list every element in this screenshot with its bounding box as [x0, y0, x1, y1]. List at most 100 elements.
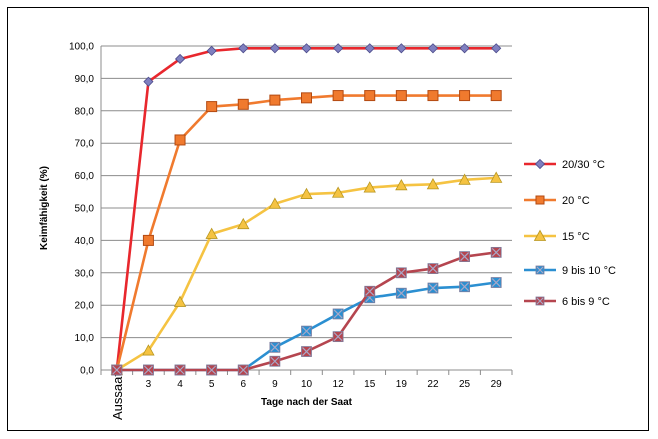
x-tick-label: 10 — [301, 379, 313, 390]
legend-label: 6 bis 9 °C — [562, 296, 610, 308]
data-point-cross — [491, 247, 501, 257]
legend-item: 20/30 °C — [524, 158, 605, 171]
data-point — [174, 364, 186, 376]
data-point — [174, 53, 186, 65]
data-point — [237, 98, 249, 110]
data-point-cross — [460, 282, 470, 292]
data-point — [363, 181, 376, 193]
data-point — [332, 331, 344, 343]
y-tick-label: 100,0 — [69, 42, 94, 53]
y-tick-label: 70,0 — [75, 139, 95, 150]
data-point — [237, 364, 249, 376]
data-point — [332, 308, 344, 320]
series-3 — [111, 277, 502, 376]
data-point-cross — [396, 268, 406, 278]
data-point-cross — [302, 326, 311, 336]
data-point — [301, 346, 312, 357]
data-point — [143, 364, 154, 376]
data-point-cross — [333, 309, 343, 319]
data-point — [301, 92, 312, 104]
series-2 — [110, 171, 503, 375]
data-point-cross — [428, 264, 438, 274]
legend: 20/30 °C 20 °C 15 °C 9 bis 10 °C 6 bis 9 °C — [524, 158, 616, 308]
data-point — [534, 158, 546, 170]
series-lines — [110, 43, 503, 376]
data-point — [269, 43, 280, 54]
data-point — [535, 296, 545, 306]
legend-label: 15 °C — [562, 231, 590, 243]
data-point — [395, 178, 408, 191]
data-point — [364, 285, 376, 297]
data-point — [427, 263, 439, 274]
x-tick-label: 25 — [459, 379, 471, 390]
series-4 — [111, 246, 502, 376]
data-point — [533, 229, 547, 241]
legend-label: 20/30 °C — [562, 159, 605, 171]
chart-frame — [7, 7, 649, 431]
data-point — [142, 234, 154, 246]
data-point — [364, 43, 375, 54]
data-point — [395, 267, 407, 279]
data-point — [206, 364, 218, 376]
x-tick-label: 22 — [427, 379, 439, 390]
data-point — [206, 45, 217, 56]
x-tick-label: 5 — [209, 379, 215, 390]
data-point — [427, 43, 439, 54]
data-point — [269, 94, 281, 106]
legend-item: 9 bis 10 °C — [524, 265, 616, 277]
data-point — [237, 217, 250, 230]
data-point-cross — [333, 332, 343, 342]
x-tick-label: 19 — [396, 379, 408, 390]
data-point — [332, 90, 344, 102]
data-point — [535, 265, 545, 275]
y-tick-labels: 0,0 10,0 20,0 30,0 40,0 50,0 60,0 70,0 80,0 90,0 1… — [69, 42, 94, 377]
data-point — [269, 355, 281, 367]
data-point — [301, 325, 312, 337]
data-point — [458, 173, 471, 185]
y-tick-label: 30,0 — [75, 268, 95, 279]
x-tick-label: 15 — [364, 379, 376, 390]
x-tick-label: 12 — [333, 379, 345, 390]
legend-label: 20 °C — [562, 195, 590, 207]
data-point — [205, 227, 218, 239]
x-axis-label: Tage nach der Saat — [261, 397, 353, 408]
data-point — [491, 43, 502, 54]
y-tick-label: 40,0 — [75, 236, 95, 247]
data-point-cross — [112, 365, 122, 375]
x-tick-label: 29 — [491, 379, 503, 390]
x-tick-label: 9 — [272, 379, 278, 390]
data-point — [535, 195, 545, 205]
data-point — [395, 90, 407, 102]
data-point-cross — [491, 278, 501, 287]
y-tick-label: 60,0 — [75, 171, 95, 182]
data-point-cross — [175, 365, 185, 375]
legend-label: 9 bis 10 °C — [562, 265, 616, 277]
y-tick-label: 90,0 — [75, 74, 95, 85]
y-tick-label: 50,0 — [75, 204, 95, 215]
data-point — [268, 197, 282, 209]
data-point-cross — [460, 252, 470, 262]
series-line — [116, 176, 497, 372]
data-point-cross — [536, 297, 544, 305]
data-point — [301, 43, 312, 54]
data-point — [206, 101, 218, 113]
data-point — [427, 90, 439, 102]
legend-item: 20 °C — [524, 195, 590, 207]
data-point — [459, 90, 471, 102]
data-point — [490, 246, 502, 258]
x-tick-labels: Aussaat 3 4 5 6 9 10 12 15 19 22 25 29 — [110, 373, 502, 420]
data-point-cross — [536, 266, 544, 274]
y-tick-label: 20,0 — [75, 301, 95, 312]
data-point — [111, 364, 123, 376]
data-point — [396, 43, 407, 54]
y-tick-label: 10,0 — [75, 333, 95, 344]
data-point — [459, 281, 470, 293]
data-point — [459, 43, 470, 54]
data-point — [490, 171, 503, 183]
x-tick-label: Aussaat — [110, 373, 125, 420]
data-point — [142, 344, 155, 356]
data-point — [364, 90, 376, 102]
data-point — [395, 287, 407, 299]
data-point — [490, 90, 502, 102]
x-tick-label: 4 — [177, 379, 183, 390]
